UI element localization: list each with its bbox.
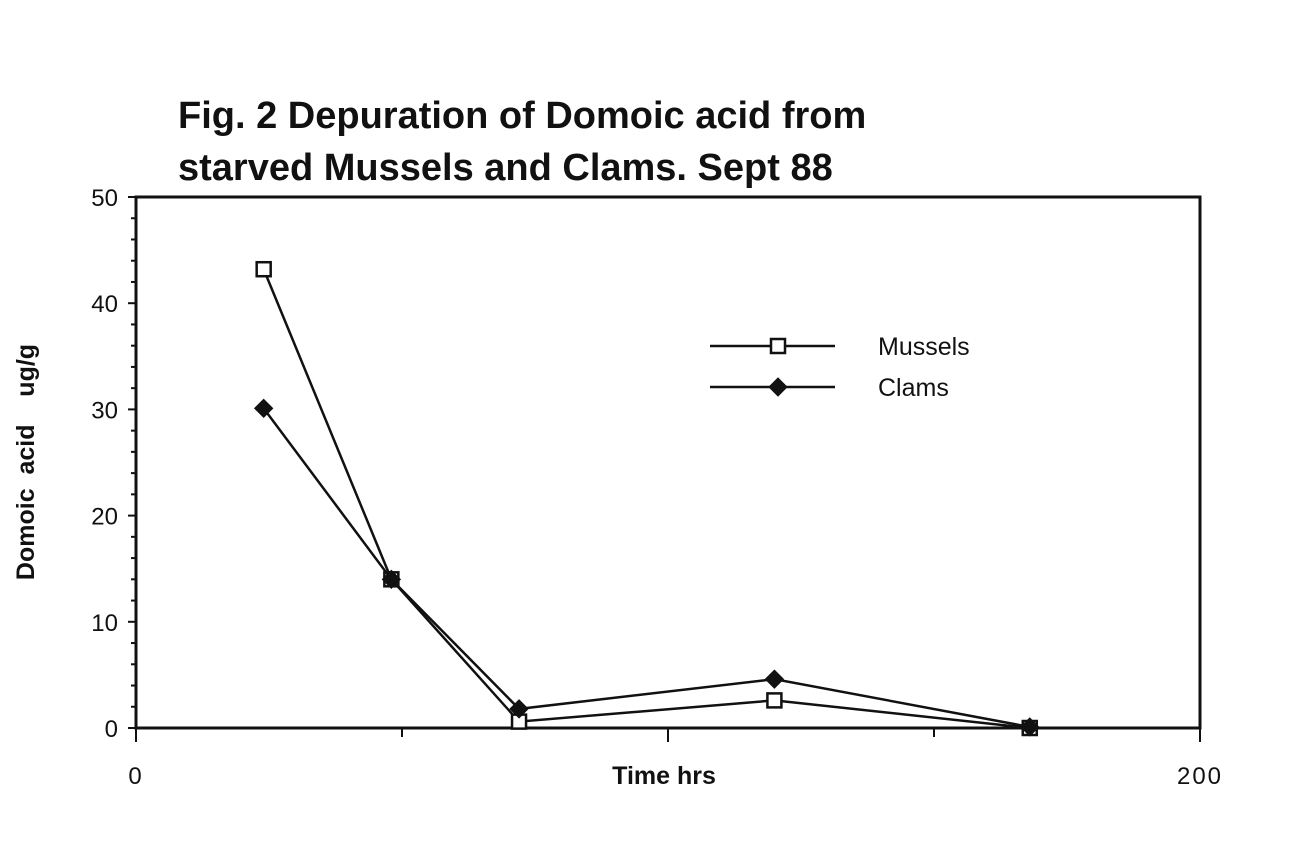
legend-label: Clams	[878, 374, 949, 402]
plot-frame	[134, 195, 1202, 730]
chart-subtitle: starved Mussels and Clams. Sept 88	[178, 147, 833, 189]
data-point-clams	[381, 569, 402, 590]
y-tick-label: 50	[91, 185, 118, 212]
data-point-mussels	[766, 692, 783, 709]
data-point-clams	[764, 669, 785, 689]
data-point-clams	[1020, 717, 1040, 737]
x-tick-label: 200	[1177, 763, 1223, 790]
chart-title: Fig. 2 Depuration of Domoic acid from	[178, 95, 866, 137]
x-axis-label: Time hrs	[612, 762, 716, 790]
x-tick-label: 0	[128, 763, 143, 790]
legend-label: Mussels	[878, 333, 970, 361]
series-line-clams	[262, 407, 1030, 729]
data-point-clams	[253, 398, 274, 419]
axis-ticks	[128, 196, 1201, 742]
y-axis-label: Domoic acid ug/g	[12, 344, 40, 580]
data-point-clams	[509, 699, 529, 719]
y-tick-label: 0	[105, 716, 118, 743]
tick-labels: 0 10 20 30 40 50 0 200	[91, 185, 1223, 790]
series-layer	[253, 260, 1040, 737]
y-tick-label: 10	[91, 610, 118, 637]
series-clams	[253, 398, 1040, 737]
legend-item-mussels: Mussels	[710, 333, 970, 361]
legend-item-clams: Clams	[710, 374, 949, 402]
legend: Mussels Clams	[710, 333, 970, 402]
legend-marker	[768, 377, 788, 397]
y-tick-label: 40	[91, 291, 118, 318]
y-tick-label: 30	[91, 397, 118, 424]
y-tick-label: 20	[91, 504, 118, 531]
data-point-mussels	[255, 260, 272, 278]
legend-marker	[769, 337, 787, 355]
